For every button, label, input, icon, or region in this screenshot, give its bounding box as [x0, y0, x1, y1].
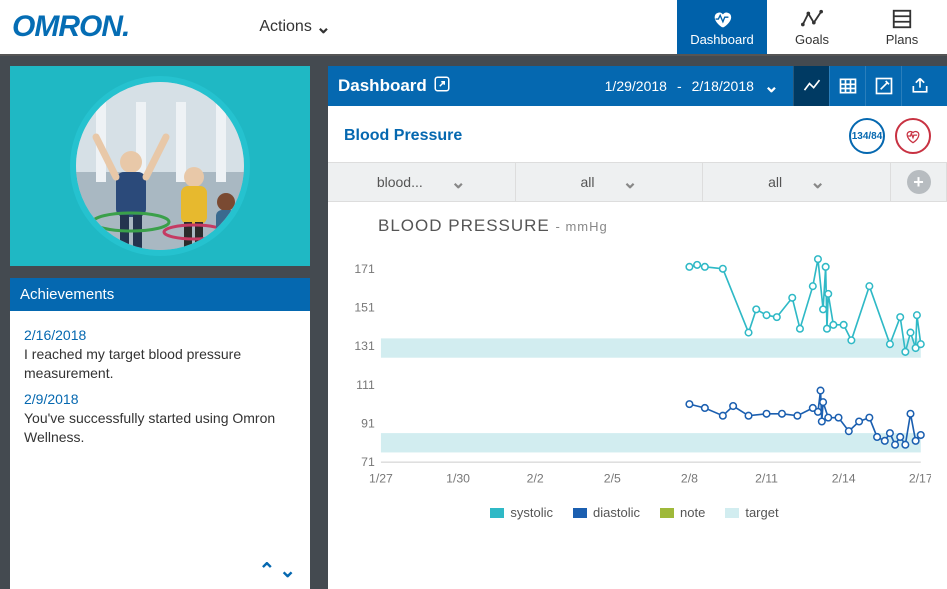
nav-plans[interactable]: Plans: [857, 0, 947, 54]
svg-text:111: 111: [356, 378, 375, 392]
top-nav: Dashboard Goals Plans: [677, 0, 947, 54]
svg-text:151: 151: [354, 301, 375, 315]
main-titlebar: Dashboard 1/29/2018 - 2/18/2018 ⌄: [328, 66, 947, 106]
header: OMRON. Actions ⌄ Dashboard Goals Plans: [0, 0, 947, 56]
svg-text:2/11: 2/11: [755, 472, 778, 486]
heart-pulse-icon: [903, 126, 923, 146]
tool-chart[interactable]: [793, 66, 829, 106]
date-range[interactable]: 1/29/2018 - 2/18/2018 ⌄: [605, 76, 779, 97]
bp-badge-text: 134/84: [852, 131, 883, 142]
legend-diastolic-label: diastolic: [593, 505, 640, 520]
plans-icon: [889, 8, 915, 30]
filter-2-label: all: [580, 174, 594, 190]
chart-unit: - mmHg: [556, 219, 608, 234]
svg-text:71: 71: [361, 455, 375, 469]
section-title: Blood Pressure: [344, 127, 462, 145]
chevron-down-icon[interactable]: ⌄: [279, 560, 300, 582]
achievement-date[interactable]: 2/9/2018: [24, 391, 296, 407]
achievements-body: 2/16/2018 I reached my target blood pres…: [10, 311, 310, 465]
achievement-date[interactable]: 2/16/2018: [24, 327, 296, 343]
bp-badge[interactable]: 134/84: [849, 118, 885, 154]
svg-text:2/2: 2/2: [527, 472, 544, 486]
heart-badge[interactable]: [895, 118, 931, 154]
nav-goals-label: Goals: [795, 32, 829, 47]
achievement-text: I reached my target blood pressure measu…: [24, 345, 296, 383]
filter-add[interactable]: +: [891, 163, 947, 201]
chart-legend: systolic diastolic note target: [338, 505, 931, 520]
plus-icon: +: [907, 170, 931, 194]
chevron-down-icon: ⌄: [622, 172, 637, 193]
chart-title: BLOOD PRESSURE - mmHg: [378, 216, 931, 236]
tool-edit[interactable]: [865, 66, 901, 106]
svg-text:131: 131: [354, 339, 375, 353]
brand-text: OMRON: [12, 10, 122, 43]
body: Achievements 2/16/2018 I reached my targ…: [0, 56, 947, 589]
chevron-down-icon: ⌄: [316, 17, 331, 38]
people-illustration: [76, 82, 250, 256]
tool-share[interactable]: [901, 66, 937, 106]
legend-systolic: systolic: [490, 505, 553, 520]
legend-target-label: target: [745, 505, 778, 520]
main-title: Dashboard: [338, 76, 427, 96]
filter-1-label: blood...: [377, 174, 423, 190]
nav-goals[interactable]: Goals: [767, 0, 857, 54]
svg-text:2/8: 2/8: [681, 472, 698, 486]
toolbar: [793, 66, 937, 106]
bp-chart: 71 91 111 131 151 171 1/27 1/30 2/2 2/5 2/8 2/11 2/1…: [338, 236, 931, 496]
left-column: Achievements 2/16/2018 I reached my targ…: [10, 66, 310, 589]
hero-photo-placeholder: [70, 76, 250, 256]
filter-row: blood... ⌄ all ⌄ all ⌄ +: [328, 162, 947, 202]
svg-text:2/17: 2/17: [909, 472, 931, 486]
legend-target: target: [725, 505, 778, 520]
brand-dot: .: [122, 10, 129, 43]
filter-1[interactable]: blood... ⌄: [328, 163, 516, 201]
achievements-panel: Achievements 2/16/2018 I reached my targ…: [10, 278, 310, 589]
brand-logo: OMRON.: [12, 10, 129, 44]
chevron-down-icon[interactable]: ⌄: [764, 76, 779, 97]
section-badges: 134/84: [849, 118, 931, 154]
section-head: Blood Pressure 134/84: [328, 106, 947, 162]
achievements-pager[interactable]: ⌃⌄: [258, 558, 300, 583]
svg-text:171: 171: [354, 262, 375, 276]
chart-title-text: BLOOD PRESSURE: [378, 216, 550, 235]
svg-text:1/27: 1/27: [369, 472, 393, 486]
legend-note: note: [660, 505, 705, 520]
chart-area: BLOOD PRESSURE - mmHg 71 91 111 131 151 171 1/…: [328, 202, 947, 589]
nav-dashboard[interactable]: Dashboard: [677, 0, 767, 54]
filter-3-label: all: [768, 174, 782, 190]
date-to: 2/18/2018: [692, 78, 754, 94]
chevron-up-icon[interactable]: ⌃: [258, 560, 279, 582]
svg-text:91: 91: [361, 417, 375, 431]
svg-text:1/30: 1/30: [446, 472, 470, 486]
filter-2[interactable]: all ⌄: [516, 163, 704, 201]
chevron-down-icon: ⌄: [810, 172, 825, 193]
nav-plans-label: Plans: [886, 32, 919, 47]
heart-icon: [709, 8, 735, 30]
achievement-text: You've successfully started using Omron …: [24, 409, 296, 447]
svg-text:2/14: 2/14: [832, 472, 856, 486]
actions-menu[interactable]: Actions ⌄: [259, 17, 331, 38]
chevron-down-icon: ⌄: [451, 172, 466, 193]
svg-text:2/5: 2/5: [604, 472, 621, 486]
hero-image: [10, 66, 310, 266]
filter-3[interactable]: all ⌄: [703, 163, 891, 201]
legend-systolic-label: systolic: [510, 505, 553, 520]
main-panel: Dashboard 1/29/2018 - 2/18/2018 ⌄ Blood …: [328, 66, 947, 589]
achievements-header: Achievements: [10, 278, 310, 311]
popout-icon[interactable]: [433, 75, 451, 98]
tool-table[interactable]: [829, 66, 865, 106]
legend-note-label: note: [680, 505, 705, 520]
legend-diastolic: diastolic: [573, 505, 640, 520]
goals-icon: [799, 8, 825, 30]
nav-dashboard-label: Dashboard: [690, 32, 754, 47]
actions-label: Actions: [259, 18, 311, 36]
date-from: 1/29/2018: [605, 78, 667, 94]
date-sep: -: [677, 78, 682, 94]
